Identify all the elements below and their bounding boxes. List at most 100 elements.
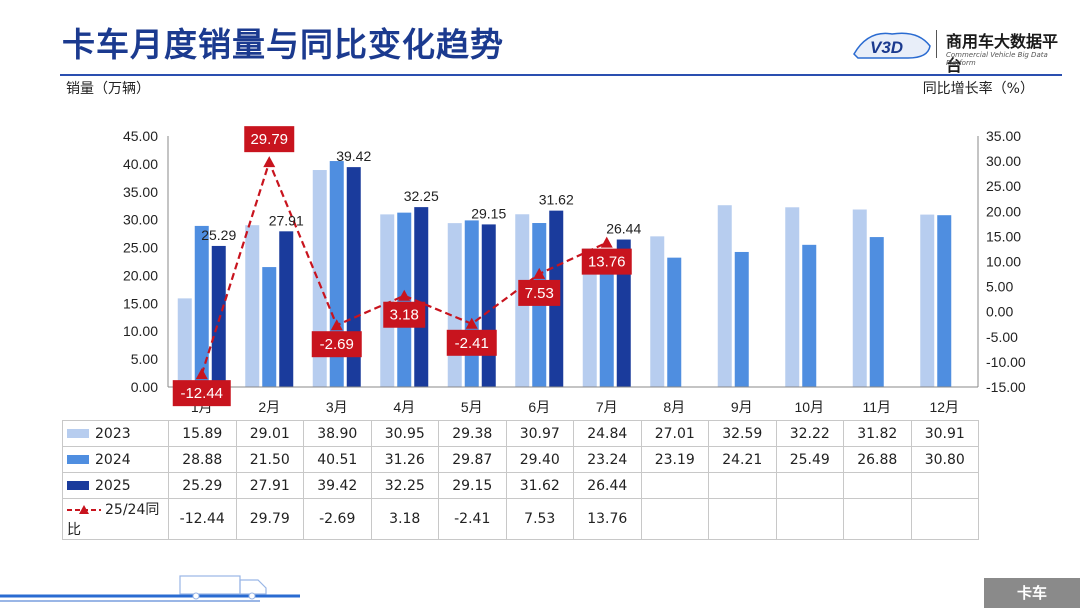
- yoy-label-box: [311, 331, 362, 358]
- table-cell: 28.88: [168, 446, 237, 473]
- yoy-marker: [330, 319, 343, 331]
- yoy-marker: [263, 156, 276, 168]
- table-cell: [708, 498, 777, 540]
- footer-truck-illustration: [0, 575, 300, 602]
- logo-divider: [936, 30, 937, 58]
- x-tick-label: 2月: [258, 399, 280, 415]
- bar-2024: [194, 225, 209, 387]
- bar-2023: [717, 205, 732, 387]
- row-header: 2025: [62, 472, 169, 499]
- table-cell: [910, 472, 979, 499]
- table-cell: 26.44: [573, 472, 642, 499]
- yoy-label: 3.18: [390, 307, 419, 324]
- yoy-label: -12.44: [180, 385, 223, 402]
- yoy-label-box: [244, 126, 295, 153]
- yoy-marker: [398, 289, 411, 301]
- yoy-label: 29.79: [250, 131, 288, 148]
- table-cell: 29.87: [438, 446, 507, 473]
- table-cell: 25.29: [168, 472, 237, 499]
- page-title: 卡车月度销量与同比变化趋势: [62, 25, 504, 64]
- table-cell: 29.15: [438, 472, 507, 499]
- yoy-marker: [195, 368, 208, 380]
- left-tick-label: 35.00: [123, 184, 158, 200]
- table-cell: 40.51: [303, 446, 372, 473]
- yoy-legend-icon: [67, 505, 101, 514]
- yoy-label: -2.41: [455, 335, 489, 352]
- header-divider: [60, 74, 1062, 76]
- table-cell: [843, 498, 912, 540]
- table-row: 2024 28.88 21.50 40.51 31.26 29.87 29.40 23.24 2…: [62, 446, 979, 473]
- bar-value-label: 26.44: [606, 221, 641, 237]
- bar-2024: [667, 257, 682, 387]
- bar-2024: [599, 257, 614, 387]
- bar-2023: [650, 236, 665, 387]
- logo-text: V3D: [870, 38, 903, 57]
- x-tick-label: 10月: [794, 399, 824, 415]
- table-cell: [843, 472, 912, 499]
- table-cell: 30.97: [505, 420, 574, 447]
- brand-name: 商用车大数据平台: [946, 32, 1059, 75]
- bar-2025: [279, 231, 294, 387]
- bar-value-label: 27.91: [269, 212, 304, 228]
- right-tick-label: 15.00: [986, 228, 1021, 244]
- bar-value-label: 31.62: [539, 192, 574, 208]
- bar-2025: [481, 224, 496, 387]
- bar-2024: [262, 267, 277, 387]
- legend-label: 2025: [95, 477, 131, 494]
- table-cell: 24.84: [573, 420, 642, 447]
- x-tick-label: 6月: [528, 399, 550, 415]
- table-cell: 24.21: [708, 446, 777, 473]
- bar-2025: [211, 245, 226, 387]
- legend-swatch: [67, 455, 89, 464]
- yoy-label: -2.69: [320, 336, 354, 353]
- yoy-label-box: [581, 248, 632, 275]
- legend-swatch: [67, 481, 89, 490]
- bar-2024: [734, 251, 749, 387]
- yoy-label-box: [383, 301, 426, 328]
- left-tick-label: 45.00: [123, 128, 158, 144]
- table-cell: [708, 472, 777, 499]
- x-tick-label: 12月: [929, 399, 959, 415]
- table-cell: 32.59: [708, 420, 777, 447]
- table-cell: -2.41: [438, 498, 507, 540]
- brand-logo: V3D 商用车大数据平台 Commercial Vehicle Big Data…: [848, 24, 1070, 75]
- table-cell: 15.89: [168, 420, 237, 447]
- x-tick-label: 3月: [326, 399, 348, 415]
- bar-2023: [785, 207, 800, 387]
- table-cell: 27.01: [640, 420, 709, 447]
- table-cell: 32.25: [370, 472, 439, 499]
- yoy-label: 7.53: [525, 285, 554, 302]
- table-cell: -2.69: [303, 498, 372, 540]
- right-tick-label: -5.00: [986, 329, 1018, 345]
- table-cell: 26.88: [843, 446, 912, 473]
- bar-2023: [380, 214, 395, 387]
- left-tick-label: 15.00: [123, 295, 158, 311]
- table-cell: 27.91: [235, 472, 304, 499]
- table-cell: 25.49: [775, 446, 844, 473]
- legend-swatch: [67, 429, 89, 438]
- right-tick-label: 0.00: [986, 304, 1013, 320]
- table-cell: 21.50: [235, 446, 304, 473]
- yoy-label-box: [172, 380, 231, 407]
- x-tick-label: 5月: [461, 399, 483, 415]
- truck-logo-icon: V3D: [853, 32, 931, 59]
- bar-2023: [177, 298, 192, 387]
- bar-2023: [447, 223, 462, 387]
- bar-2025: [414, 207, 429, 387]
- table-cell: 31.26: [370, 446, 439, 473]
- yoy-label-box: [446, 329, 497, 356]
- right-tick-label: 30.00: [986, 153, 1021, 169]
- left-tick-label: 40.00: [123, 156, 158, 172]
- brand-subtitle: Commercial Vehicle Big Data Platform: [946, 51, 1048, 67]
- table-cell: 32.22: [775, 420, 844, 447]
- row-header: 2024: [62, 446, 169, 473]
- right-tick-label: -10.00: [986, 354, 1026, 370]
- left-tick-label: 5.00: [131, 351, 158, 367]
- table-row: 2023 15.89 29.01 38.90 30.95 29.38 30.97 24.84 2…: [62, 420, 979, 447]
- right-tick-label: 25.00: [986, 178, 1021, 194]
- right-tick-label: -15.00: [986, 379, 1026, 395]
- bar-2023: [582, 248, 597, 387]
- table-cell: 7.53: [505, 498, 574, 540]
- table-cell: [640, 498, 709, 540]
